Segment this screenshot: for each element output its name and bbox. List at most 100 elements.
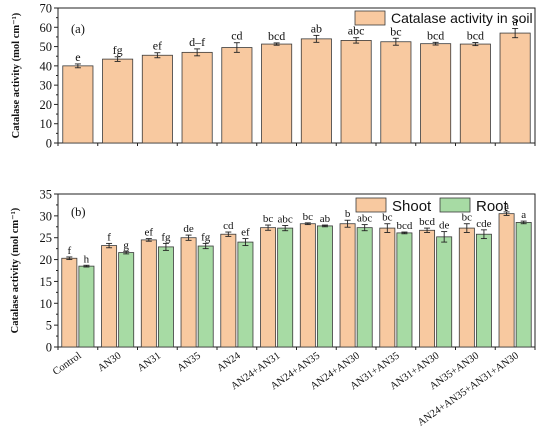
bar	[180, 237, 197, 348]
y-tick-label: 10	[40, 117, 53, 131]
bar	[316, 225, 333, 348]
significance-letter: cd	[231, 29, 242, 43]
bar	[221, 47, 253, 144]
y-tick-label: 30	[40, 79, 53, 93]
significance-letter: ab	[311, 21, 322, 35]
bar	[299, 223, 316, 348]
bar	[140, 239, 157, 348]
significance-letter: f	[67, 245, 71, 257]
legend-swatch	[355, 197, 387, 213]
bar	[141, 54, 173, 144]
bar	[339, 223, 356, 348]
bar	[157, 246, 174, 348]
bar	[396, 232, 413, 348]
legend-swatch	[439, 197, 471, 213]
bar	[181, 51, 213, 144]
y-tick-label: 30	[40, 209, 53, 223]
legend-swatch	[354, 10, 386, 26]
bar	[260, 227, 277, 348]
y-tick-label: 5	[46, 319, 52, 333]
bar	[101, 245, 118, 348]
y-tick-label: 20	[40, 253, 53, 267]
significance-letter: ef	[153, 39, 162, 53]
legend-label: Root	[476, 198, 509, 215]
panel-label: (b)	[71, 205, 86, 219]
significance-letter: ef	[241, 227, 250, 239]
bar	[197, 245, 214, 348]
significance-letter: h	[84, 253, 90, 265]
significance-letter: bc	[462, 212, 473, 224]
legend: Shoot Root	[355, 197, 509, 215]
significance-letter: a	[521, 209, 526, 221]
significance-letter: b	[345, 208, 351, 220]
significance-letter: abc	[357, 213, 372, 225]
y-axis-label: Catalase activity (mol cm⁻¹)	[11, 12, 22, 138]
bar	[78, 265, 95, 348]
y-tick-label: 0	[46, 137, 52, 151]
bar	[419, 229, 436, 348]
bar	[380, 41, 412, 144]
y-tick-label: 0	[46, 341, 52, 355]
y-tick-label: 25	[40, 231, 53, 245]
bar	[118, 252, 135, 348]
y-tick-label: 60	[40, 21, 53, 35]
significance-letter: fg	[201, 231, 211, 243]
significance-letter: bc	[263, 213, 274, 225]
significance-letter: de	[183, 223, 194, 235]
panel-label: (a)	[71, 22, 85, 36]
legend-label: Catalase activity in soil	[391, 10, 533, 26]
significance-letter: bcd	[467, 29, 484, 43]
significance-letter: bcd	[419, 216, 435, 228]
bar	[420, 43, 452, 144]
significance-letter: a	[512, 14, 518, 28]
bar	[459, 43, 491, 144]
significance-letter: cd	[223, 220, 234, 232]
x-tick-label: AN24	[215, 350, 243, 374]
significance-letter: bc	[303, 211, 314, 223]
x-tick-label: AN30	[96, 350, 123, 374]
significance-letter: f	[107, 231, 111, 243]
significance-letter: fg	[161, 231, 171, 243]
chart-panel-a: 0 10 20 30 40 50 60 70 Catalase activity (mol cm…	[11, 2, 536, 151]
bar	[498, 213, 515, 348]
chart-panel-b: 0 5 10 15 20 25 30 35 Catalase activity (mol cm⁻…	[10, 188, 536, 429]
significance-letter: cde	[476, 218, 491, 230]
legend-label: Shoot	[392, 198, 432, 215]
bar	[261, 43, 293, 144]
bar	[458, 227, 475, 348]
y-tick-label: 35	[40, 188, 53, 202]
bar	[356, 227, 373, 348]
bar	[515, 222, 532, 348]
bar	[499, 32, 531, 144]
bar	[277, 227, 294, 348]
significance-letter: fg	[113, 43, 123, 57]
significance-letter: bc	[390, 24, 401, 38]
significance-letter: de	[439, 220, 450, 232]
significance-letter: bcd	[427, 28, 444, 42]
significance-letter: d–f	[189, 35, 205, 49]
significance-letter: abc	[348, 24, 365, 38]
significance-letter: g	[123, 239, 129, 251]
bar	[379, 227, 396, 348]
bar	[61, 257, 78, 348]
x-tick-label: Control	[51, 350, 84, 377]
significance-letter: ab	[320, 213, 331, 225]
y-tick-label: 15	[40, 275, 53, 289]
bar	[220, 233, 237, 348]
bar	[300, 38, 332, 144]
y-axis-label: Catalase activity (mol cm⁻¹)	[10, 207, 21, 333]
y-tick-label: 50	[40, 40, 53, 54]
y-tick-label: 20	[40, 98, 53, 112]
bar	[475, 233, 492, 348]
significance-letter: e	[75, 50, 80, 64]
significance-letter: bcd	[396, 220, 412, 232]
y-tick-label: 70	[40, 2, 53, 16]
bar	[436, 236, 453, 348]
x-tick-label: AN35	[176, 350, 203, 374]
bar	[102, 58, 134, 144]
legend: Catalase activity in soil	[354, 10, 533, 26]
y-tick-label: 10	[40, 297, 53, 311]
bar	[237, 241, 254, 348]
significance-letter: bcd	[268, 29, 285, 43]
